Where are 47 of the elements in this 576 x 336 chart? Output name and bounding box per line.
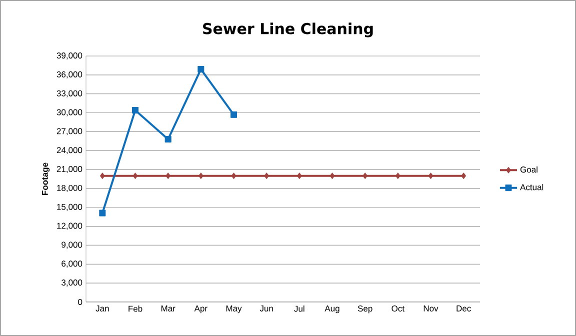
point <box>164 136 172 142</box>
x-tick-label: Jun <box>260 306 273 312</box>
point <box>395 172 400 180</box>
x-tick-label: Oct <box>392 306 404 312</box>
y-tick-label: 39,000 <box>56 52 82 60</box>
x-tick-label: May <box>226 306 242 314</box>
y-tick-label: 3,000 <box>62 280 82 287</box>
y-tick-label: 9,000 <box>62 242 82 249</box>
point <box>461 172 466 180</box>
y-tick-label: 12,000 <box>57 222 82 230</box>
x-tick-label: Jul <box>294 306 304 312</box>
point <box>166 172 171 180</box>
x-tick-label: Jan <box>96 306 109 312</box>
x-tick-label: Nov <box>424 306 438 312</box>
point <box>231 172 236 180</box>
point <box>230 111 237 118</box>
y-tick-label: 36,000 <box>56 71 82 78</box>
y-tick-label: 24,000 <box>56 147 82 154</box>
x-tick-label: Dec <box>456 306 471 312</box>
y-tick-label: 0 <box>78 298 82 305</box>
x-tick-label: Feb <box>128 306 142 312</box>
legend-label: Actual <box>520 184 544 190</box>
x-tick-label: Apr <box>194 306 208 314</box>
y-tick-label: 33,000 <box>56 90 82 98</box>
point <box>99 210 106 216</box>
y-tick-label: 18,000 <box>57 184 82 192</box>
y-tick-label: 21,000 <box>56 166 82 174</box>
legend-label: Goal <box>520 166 538 173</box>
y-tick-label: 15,000 <box>57 204 82 211</box>
y-axis-title: Footage <box>42 162 50 195</box>
point <box>362 172 368 180</box>
point <box>100 172 105 180</box>
point <box>132 172 138 180</box>
point <box>296 172 302 180</box>
point <box>132 106 139 114</box>
point <box>330 172 335 180</box>
y-tick-label: 6,000 <box>62 260 82 268</box>
point <box>264 172 270 180</box>
y-tick-label: 27,000 <box>56 128 82 136</box>
chart-title: Sewer Line Cleaning <box>203 22 373 38</box>
y-tick-label: 30,000 <box>56 109 82 116</box>
x-tick-label: Mar <box>161 306 176 312</box>
x-tick-label: Sep <box>358 306 372 314</box>
point <box>428 172 434 180</box>
x-tick-label: Aug <box>324 306 340 314</box>
point <box>198 66 204 72</box>
point <box>198 172 204 180</box>
